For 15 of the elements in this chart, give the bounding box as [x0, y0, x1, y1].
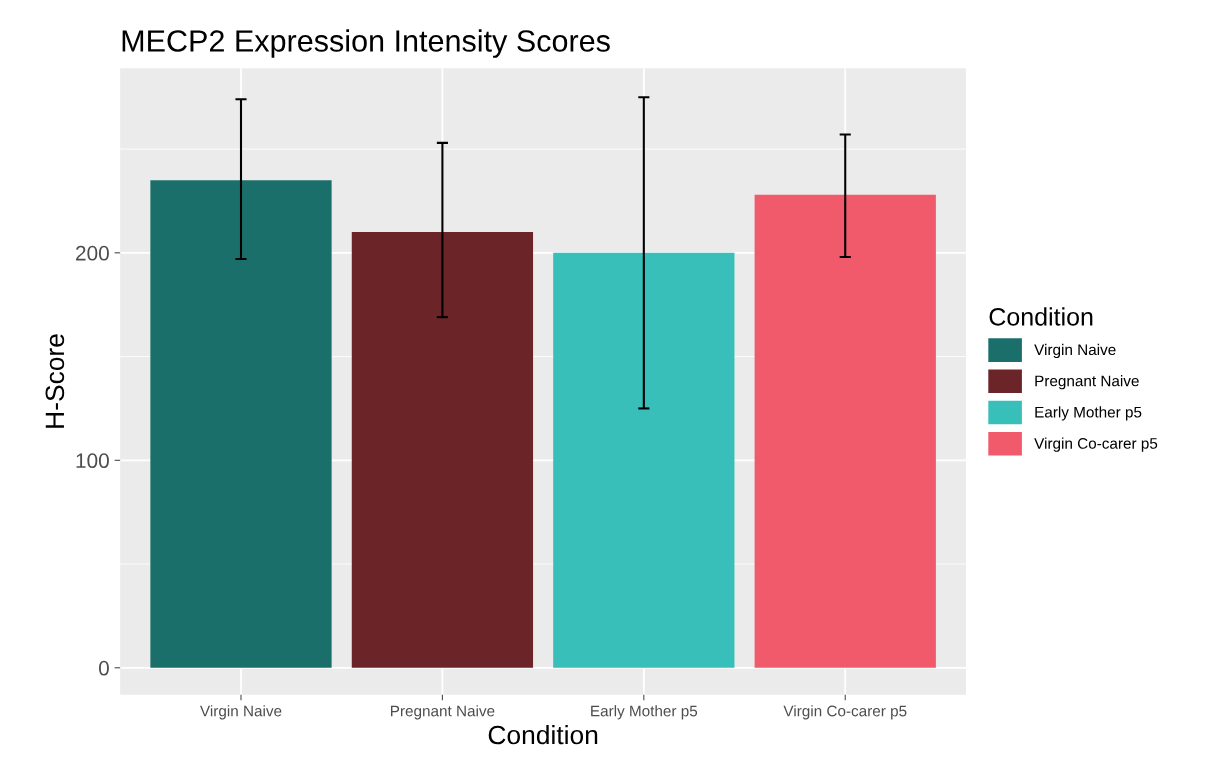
- y-axis-title: H-Score: [45, 334, 65, 428]
- y-tick-label: 200: [76, 245, 109, 261]
- y-tick-label: 100: [76, 453, 109, 469]
- x-tick-label: Virgin Naive: [200, 705, 282, 720]
- legend-title: Condition: [989, 307, 1093, 326]
- legend-label: Virgin Co-carer p5: [1034, 437, 1158, 452]
- chart-title: MECP2 Expression Intensity Scores: [122, 29, 610, 58]
- x-axis-title: Condition: [488, 724, 598, 745]
- legend-label: Virgin Naive: [1034, 343, 1116, 359]
- x-tick-label: Virgin Co-carer p5: [783, 705, 907, 720]
- legend-label: Pregnant Naive: [1035, 375, 1139, 390]
- x-tick-label: Early Mother p5: [591, 705, 698, 720]
- legend-label: Early Mother p5: [1035, 406, 1142, 421]
- y-tick-label: 0: [98, 660, 109, 676]
- x-tick-label: Pregnant Naive: [391, 705, 495, 720]
